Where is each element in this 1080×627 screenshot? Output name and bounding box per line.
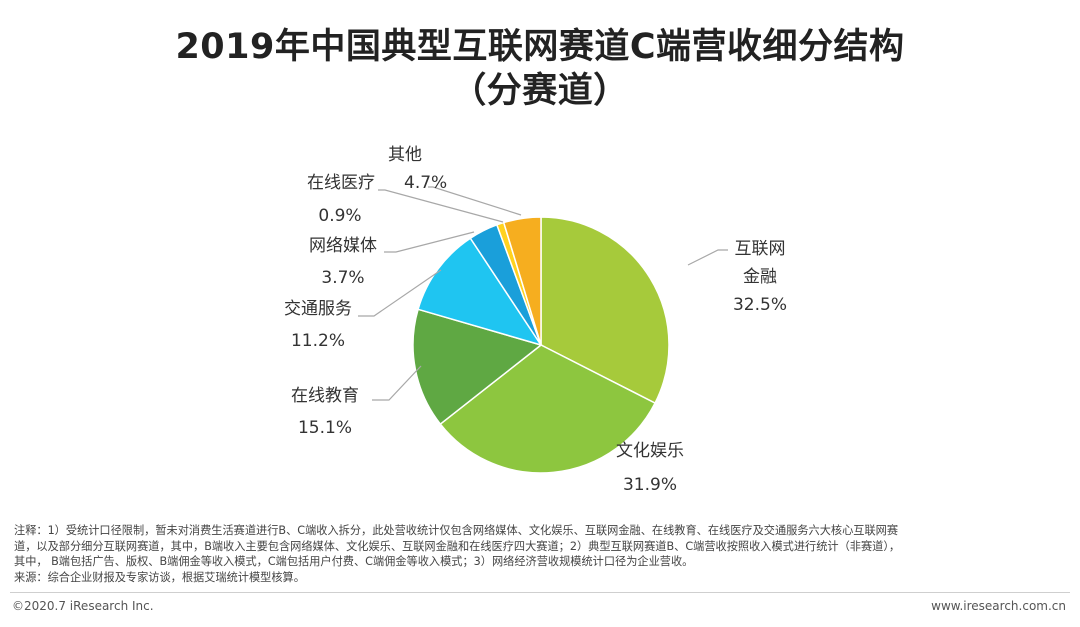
- chart-title-line2: （分赛道）: [451, 71, 629, 111]
- pie-slice-7: [502, 216, 542, 346]
- slice-name-label: 文化娱乐: [616, 441, 684, 461]
- slice-name-label: 互联网: [735, 239, 786, 259]
- slice-value-label: 11.2%: [291, 331, 345, 351]
- slice-name-label: 其他: [388, 145, 422, 165]
- chart-title-line1: 2019年中国典型互联网赛道C端营收细分结构: [175, 27, 905, 67]
- slice-name-label: 交通服务: [284, 299, 352, 319]
- leader-line-3: [372, 365, 422, 401]
- pie-slice-3: [412, 308, 543, 426]
- notes-line: 注释：1）受统计口径限制，暂未对消费生活赛道进行B、C端收入拆分，此处营收统计仅…: [14, 524, 899, 537]
- pie-slice-1: [540, 216, 670, 405]
- slice-name-label: 网络媒体: [309, 236, 377, 256]
- footer-divider: [10, 592, 1070, 593]
- slice-value-label: 0.9%: [318, 206, 361, 226]
- pie-slice-4: [417, 237, 543, 347]
- slice-name-label: 在线医疗: [307, 173, 375, 193]
- slice-value-label: 4.7%: [404, 173, 447, 193]
- leader-line-5: [384, 231, 475, 253]
- leader-line-7: [428, 186, 522, 216]
- slice-value-label: 3.7%: [321, 268, 364, 288]
- footer-website[interactable]: www.iresearch.com.cn: [931, 599, 1066, 613]
- notes-line: 道，以及部分细分互联网赛道，其中，B端收入主要包含网络媒体、文化娱乐、互联网金融…: [14, 539, 901, 553]
- slice-value-label: 31.9%: [623, 475, 677, 495]
- pie-chart: 互联网金融 32.5% 文化娱乐 31.9% 在线教育 15.1% 交通服务 11.2% 网络媒…: [284, 145, 787, 495]
- slice-value-label: 32.5%: [733, 295, 787, 315]
- notes-line: 其中， B端包括广告、版权、B端佣金等收入模式，C端包括用户付费、C端佣金等收入…: [14, 555, 694, 568]
- footer-copyright: ©2020.7 iResearch Inc.: [12, 599, 154, 613]
- leader-line-1: [687, 249, 728, 266]
- leader-line-6: [378, 189, 504, 223]
- chart-notes: 注释：1）受统计口径限制，暂未对消费生活赛道进行B、C端收入拆分，此处营收统计仅…: [14, 523, 1069, 585]
- pie-slice-2: [439, 344, 657, 474]
- source-line: 来源：综合企业财报及专家访谈，根据艾瑞统计模型核算。: [14, 570, 305, 584]
- slice-name-label: 在线教育: [291, 386, 359, 406]
- leader-line-4: [358, 269, 442, 317]
- slice-name-label: 金融: [743, 267, 777, 287]
- slice-value-label: 15.1%: [298, 418, 352, 438]
